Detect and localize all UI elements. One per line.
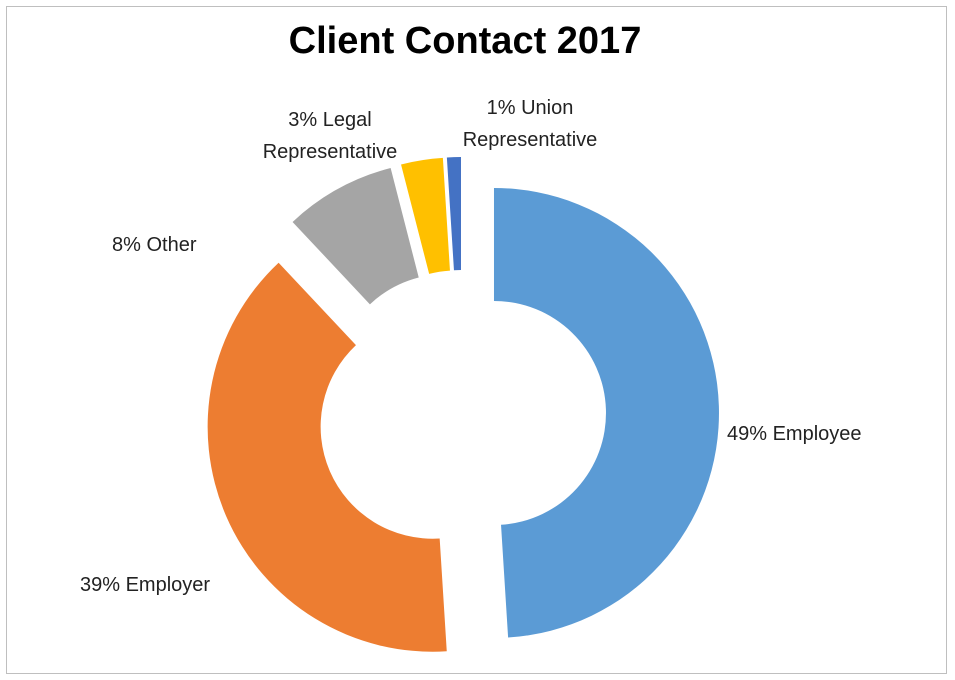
data-label: 39% Employer: [80, 569, 280, 601]
donut-slice: [446, 157, 461, 271]
chart-frame: [6, 6, 947, 674]
data-label-value: 1%: [486, 97, 516, 119]
data-label-category: Employee: [772, 423, 862, 445]
data-label: 8% Other: [112, 229, 262, 261]
data-label: 49% Employee: [727, 418, 927, 450]
data-label-category: Legal Representative: [262, 109, 398, 163]
donut-slice: [292, 168, 419, 305]
data-label-value: 49%: [727, 423, 768, 445]
donut-slice: [207, 262, 447, 652]
data-label-category: Employer: [125, 574, 211, 596]
donut-slice: [401, 157, 450, 274]
donut-slice: [493, 187, 719, 638]
data-label-value: 8%: [112, 234, 141, 256]
chart-title: Client Contact 2017: [288, 20, 642, 62]
data-label-value: 39%: [80, 574, 121, 596]
data-label-value: 3%: [288, 109, 318, 131]
data-label-category: Union Representative: [462, 97, 598, 151]
data-label: 1% Union Representative: [440, 92, 620, 156]
data-label: 3% Legal Representative: [250, 104, 410, 168]
data-label-category: Other: [146, 234, 197, 256]
